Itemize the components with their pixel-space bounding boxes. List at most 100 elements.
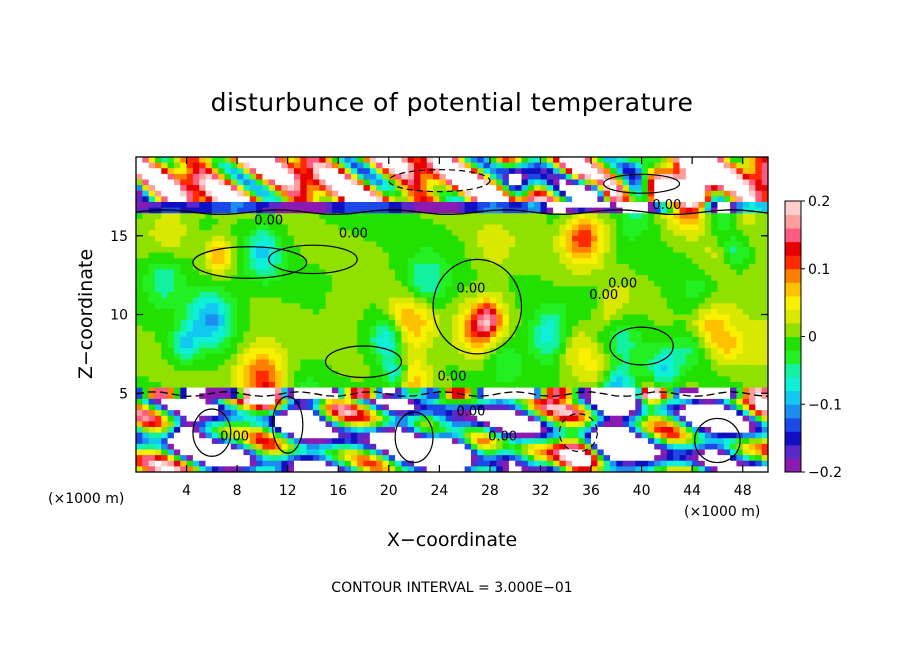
heatmap-cell: [401, 342, 409, 349]
heatmap-cell: [287, 376, 295, 383]
heatmap-cell: [319, 404, 327, 411]
heatmap-cell: [628, 190, 636, 197]
heatmap-cell: [603, 427, 611, 434]
heatmap-cell: [243, 280, 251, 287]
heatmap-cell: [704, 398, 712, 406]
heatmap-cell: [673, 342, 681, 349]
heatmap-cell: [243, 393, 251, 400]
heatmap-cell: [508, 196, 516, 203]
heatmap-cell: [496, 421, 504, 428]
heatmap-cell: [268, 263, 276, 271]
heatmap-cell: [628, 292, 636, 299]
heatmap-cell: [161, 241, 169, 248]
heatmap-cell: [420, 427, 428, 434]
heatmap-cell: [572, 269, 579, 276]
heatmap-cell: [464, 168, 472, 175]
heatmap-cell: [433, 432, 440, 439]
heatmap-cell: [565, 275, 573, 282]
heatmap-cell: [666, 235, 674, 242]
heatmap-cell: [186, 308, 194, 316]
heatmap-cell: [237, 286, 245, 293]
heatmap-cell: [142, 280, 150, 287]
heatmap-cell: [616, 258, 624, 265]
heatmap-cell: [142, 286, 150, 293]
heatmap-cell: [401, 415, 409, 422]
heatmap-cell: [647, 252, 655, 259]
heatmap-cell: [546, 235, 554, 242]
heatmap-cell: [470, 348, 478, 355]
heatmap-cell: [294, 247, 301, 254]
heatmap-cell: [262, 410, 270, 417]
heatmap-cell: [515, 427, 523, 434]
heatmap-cell: [603, 168, 611, 175]
heatmap-cell: [287, 269, 295, 276]
heatmap-cell: [142, 269, 150, 276]
heatmap-cell: [439, 359, 447, 366]
heatmap-cell: [717, 308, 725, 316]
heatmap-cell: [496, 292, 504, 299]
heatmap-cell: [136, 173, 143, 181]
heatmap-cell: [186, 269, 194, 276]
heatmap-cell: [483, 168, 491, 175]
heatmap-cell: [294, 224, 301, 231]
heatmap-cell: [679, 331, 687, 338]
heatmap-cell: [161, 303, 169, 310]
heatmap-cell: [597, 432, 605, 439]
heatmap-cell: [685, 320, 693, 327]
heatmap-cell: [268, 353, 276, 361]
heatmap-cell: [281, 432, 289, 439]
heatmap-cell: [325, 286, 333, 293]
heatmap-cell: [243, 415, 251, 422]
heatmap-cell: [287, 235, 295, 242]
heatmap-cell: [180, 157, 188, 164]
heatmap-cell: [445, 303, 453, 310]
heatmap-cell: [685, 342, 693, 349]
heatmap-cell: [597, 235, 605, 242]
heatmap-cell: [306, 365, 314, 372]
heatmap-cell: [711, 410, 719, 417]
heatmap-cell: [186, 410, 194, 417]
heatmap-cell: [433, 202, 440, 209]
heatmap-cell: [414, 421, 421, 428]
heatmap-cell: [363, 190, 371, 197]
heatmap-cell: [477, 235, 485, 242]
heatmap-cell: [294, 337, 301, 344]
heatmap-cell: [761, 224, 768, 231]
heatmap-cell: [635, 320, 643, 327]
heatmap-cell: [268, 247, 276, 254]
heatmap-cell: [673, 348, 681, 355]
heatmap-cell: [730, 224, 737, 231]
heatmap-cell: [142, 252, 150, 259]
heatmap-cell: [350, 269, 358, 276]
heatmap-cell: [331, 353, 339, 361]
heatmap-cell: [508, 427, 516, 434]
heatmap-cell: [704, 190, 712, 197]
heatmap-cell: [331, 218, 339, 226]
heatmap-cell: [407, 337, 415, 344]
heatmap-cell: [477, 280, 485, 287]
heatmap-cell: [199, 185, 207, 192]
heatmap-cell: [249, 376, 257, 383]
heatmap-cell: [483, 410, 491, 417]
heatmap-cell: [761, 168, 768, 175]
heatmap-cell: [654, 280, 662, 287]
heatmap-cell: [673, 162, 681, 169]
heatmap-cell: [287, 393, 295, 400]
heatmap-cell: [736, 224, 744, 231]
heatmap-cell: [654, 382, 662, 389]
heatmap-cell: [534, 297, 542, 304]
heatmap-cell: [647, 393, 655, 400]
heatmap-cell: [755, 190, 763, 197]
heatmap-cell: [275, 185, 282, 192]
heatmap-cell: [306, 241, 314, 248]
heatmap-cell: [281, 263, 289, 271]
heatmap-cell: [167, 432, 175, 439]
heatmap-cell: [395, 348, 403, 355]
heatmap-cell: [148, 376, 156, 383]
heatmap-cell: [742, 252, 750, 259]
heatmap-cell: [388, 162, 396, 169]
heatmap-cell: [540, 342, 548, 349]
heatmap-cell: [161, 325, 169, 332]
heatmap-cell: [597, 325, 605, 332]
heatmap-cell: [572, 353, 579, 361]
